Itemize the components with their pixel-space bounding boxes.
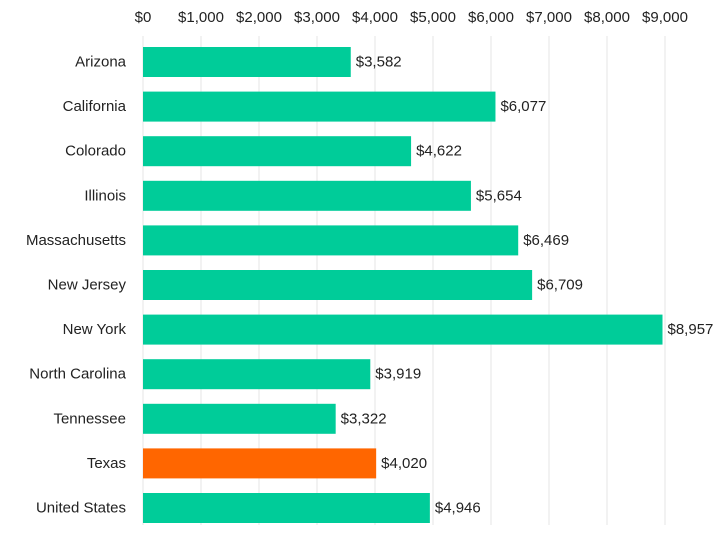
category-label: Texas: [87, 455, 126, 472]
category-labels: Arizona California Colorado Illinois Massach…: [26, 54, 127, 517]
x-tick-label: $2,000: [236, 9, 282, 26]
x-tick-label: $6,000: [468, 9, 514, 26]
x-tick-label: $9,000: [642, 9, 688, 26]
bar: [143, 225, 519, 256]
x-tick-label: $4,000: [352, 9, 398, 26]
bar: [143, 314, 663, 345]
category-label: Tennessee: [53, 410, 126, 427]
category-label: Colorado: [65, 143, 126, 160]
category-label: California: [63, 98, 127, 115]
bar: [143, 47, 351, 77]
data-label: $8,957: [668, 321, 714, 338]
bar: [143, 448, 377, 479]
x-tick-label: $8,000: [584, 9, 630, 26]
x-tick-label: $5,000: [410, 9, 456, 26]
bar: [143, 493, 430, 523]
bars: [143, 47, 663, 523]
bar: [143, 136, 412, 167]
bar: [143, 180, 471, 211]
bar: [143, 270, 533, 300]
category-label: Arizona: [75, 54, 127, 71]
data-label: $6,709: [537, 277, 583, 294]
data-label: $4,946: [435, 500, 481, 517]
x-tick-label: $3,000: [294, 9, 340, 26]
data-label: $3,582: [356, 54, 402, 71]
x-tick-label: $7,000: [526, 9, 572, 26]
x-tick-label: $1,000: [178, 9, 224, 26]
category-label: New York: [63, 321, 127, 338]
bar: [143, 91, 496, 122]
data-label: $6,469: [523, 232, 569, 249]
bar: [143, 359, 371, 390]
bar: [143, 403, 336, 434]
data-label: $5,654: [476, 187, 522, 204]
data-label: $4,622: [416, 143, 462, 160]
category-label: Massachusetts: [26, 232, 126, 249]
data-label: $3,322: [341, 410, 387, 427]
data-label: $6,077: [500, 98, 546, 115]
data-label: $3,919: [375, 366, 421, 383]
category-label: United States: [36, 500, 126, 517]
x-tick-label: $0: [135, 9, 152, 26]
category-label: Illinois: [84, 187, 126, 204]
data-label: $4,020: [381, 455, 427, 472]
x-axis-tick-labels: $0 $1,000 $2,000 $3,000 $4,000 $5,000 $6,000 $7…: [135, 9, 688, 26]
category-label: North Carolina: [29, 366, 126, 383]
data-labels: $3,582 $6,077 $4,622 $5,654 $6,469 $6,709 $8,9…: [341, 54, 714, 517]
category-label: New Jersey: [48, 277, 127, 294]
